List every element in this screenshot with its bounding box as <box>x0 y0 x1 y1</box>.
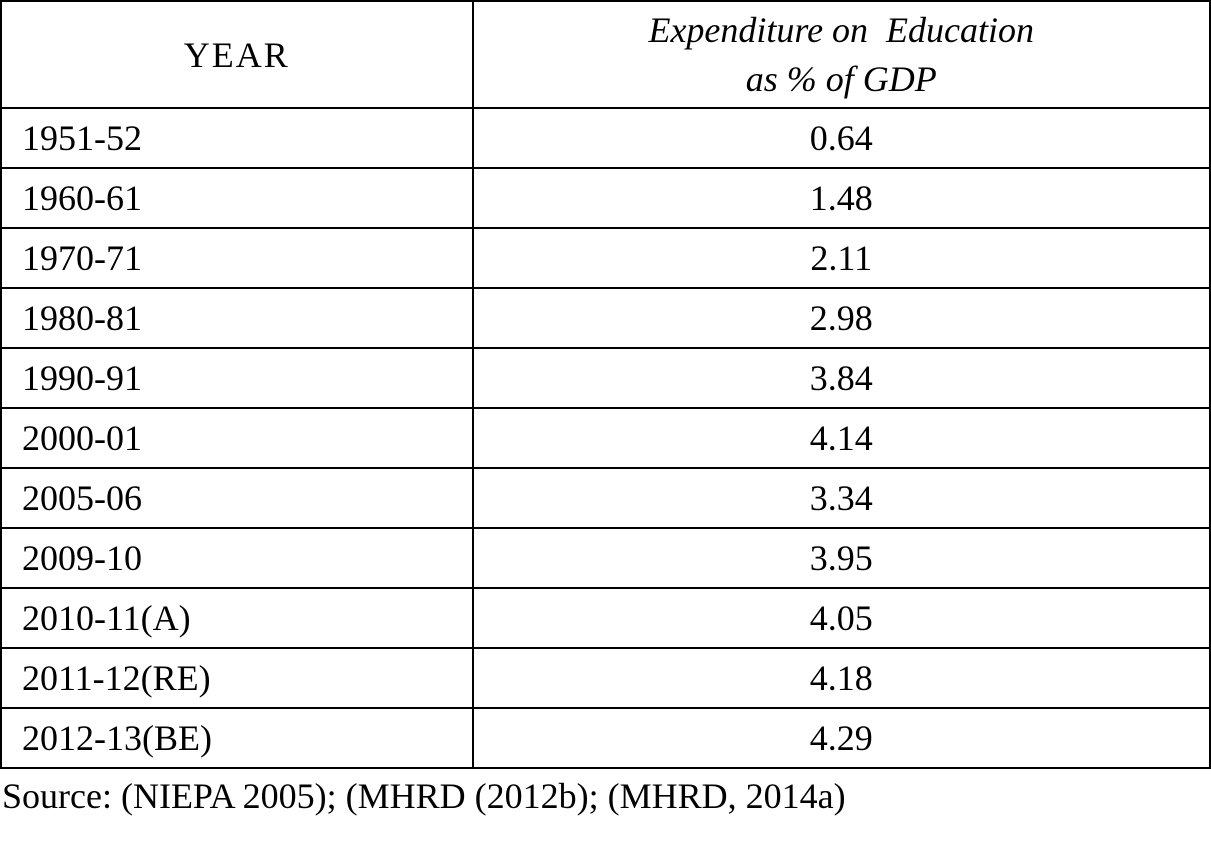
year-cell: 2012-13(BE) <box>1 708 473 768</box>
table-body: 1951-52 0.64 1960-61 1.48 1970-71 2.11 1… <box>1 108 1210 768</box>
column-header-value-line1: Expenditure on Education <box>648 10 1034 50</box>
table-row: 1970-71 2.11 <box>1 228 1210 288</box>
table-row: 2010-11(A) 4.05 <box>1 588 1210 648</box>
table-header-row: YEAR Expenditure on Education as % of GD… <box>1 1 1210 108</box>
table-row: 2005-06 3.34 <box>1 468 1210 528</box>
expenditure-table: YEAR Expenditure on Education as % of GD… <box>0 0 1211 769</box>
value-cell: 4.29 <box>473 708 1211 768</box>
year-cell: 2011-12(RE) <box>1 648 473 708</box>
value-cell: 4.18 <box>473 648 1211 708</box>
value-cell: 3.34 <box>473 468 1211 528</box>
table-row: 1990-91 3.84 <box>1 348 1210 408</box>
year-cell: 2009-10 <box>1 528 473 588</box>
source-citation: Source: (NIEPA 2005); (MHRD (2012b); (MH… <box>0 769 1211 817</box>
column-header-year: YEAR <box>1 1 473 108</box>
table-row: 2012-13(BE) 4.29 <box>1 708 1210 768</box>
value-cell: 3.95 <box>473 528 1211 588</box>
table-row: 1960-61 1.48 <box>1 168 1210 228</box>
value-cell: 2.98 <box>473 288 1211 348</box>
year-cell: 1990-91 <box>1 348 473 408</box>
year-cell: 1970-71 <box>1 228 473 288</box>
table-row: 1980-81 2.98 <box>1 288 1210 348</box>
value-cell: 4.05 <box>473 588 1211 648</box>
value-cell: 3.84 <box>473 348 1211 408</box>
column-header-value-line2: as % of GDP <box>746 59 937 99</box>
table-row: 2000-01 4.14 <box>1 408 1210 468</box>
year-cell: 1960-61 <box>1 168 473 228</box>
table-row: 1951-52 0.64 <box>1 108 1210 168</box>
year-cell: 1980-81 <box>1 288 473 348</box>
value-cell: 1.48 <box>473 168 1211 228</box>
column-header-value: Expenditure on Education as % of GDP <box>473 1 1211 108</box>
year-cell: 1951-52 <box>1 108 473 168</box>
value-cell: 2.11 <box>473 228 1211 288</box>
value-cell: 4.14 <box>473 408 1211 468</box>
year-cell: 2005-06 <box>1 468 473 528</box>
table-row: 2009-10 3.95 <box>1 528 1210 588</box>
value-cell: 0.64 <box>473 108 1211 168</box>
year-cell: 2000-01 <box>1 408 473 468</box>
table-row: 2011-12(RE) 4.18 <box>1 648 1210 708</box>
year-cell: 2010-11(A) <box>1 588 473 648</box>
data-table-container: YEAR Expenditure on Education as % of GD… <box>0 0 1211 817</box>
